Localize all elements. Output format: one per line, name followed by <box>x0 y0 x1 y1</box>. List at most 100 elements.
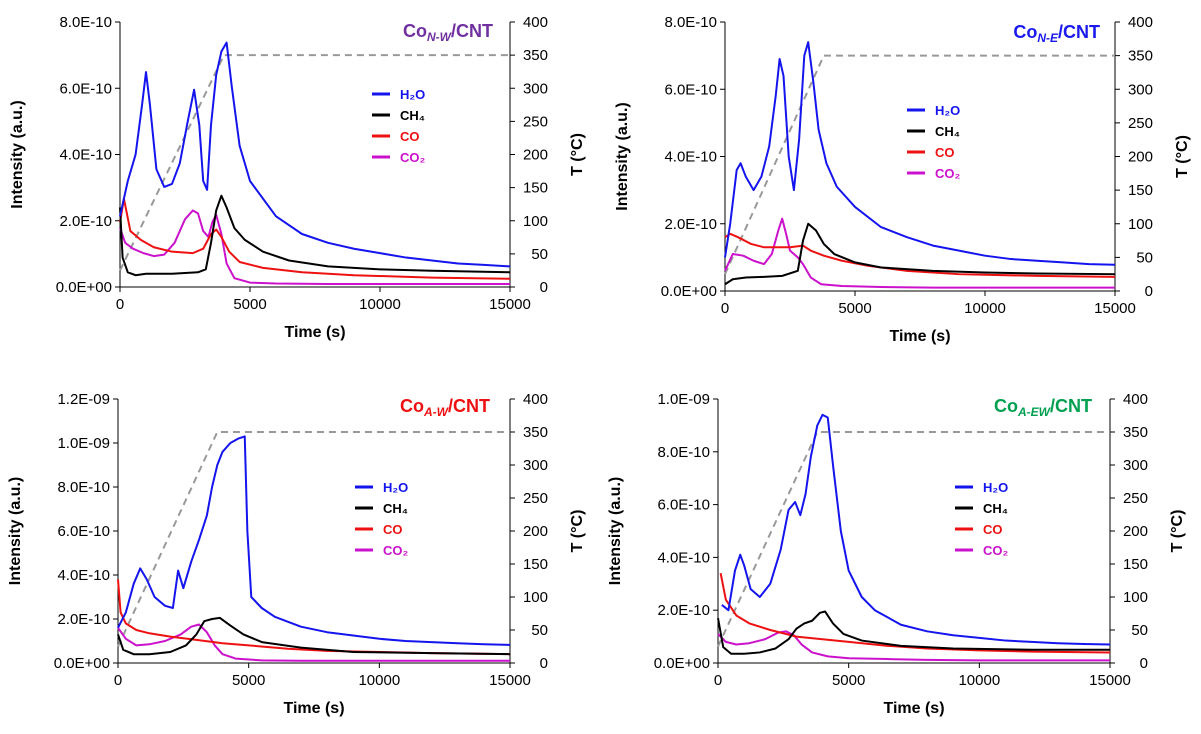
y-tick-label: 4.0E-10 <box>57 567 110 584</box>
legend-label-co2: CO₂ <box>383 543 409 558</box>
legend-label-ch4: CH₄ <box>983 501 1008 516</box>
y-tick-label: 2.0E-10 <box>57 611 110 628</box>
x-tick-label: 0 <box>114 672 122 689</box>
x-tick-label: 5000 <box>832 672 865 689</box>
y2-tick-label: 50 <box>531 622 548 639</box>
y-tick-label: 4.0E-10 <box>664 149 717 166</box>
y-tick-label: 2.0E-10 <box>657 602 710 619</box>
series-line-ch4 <box>119 194 511 277</box>
y-tick-label: 2.0E-10 <box>664 216 717 233</box>
y2-tick-label: 350 <box>1128 48 1153 65</box>
y2-tick-label: 100 <box>1128 216 1153 233</box>
y2-tick-label: 50 <box>1136 249 1153 266</box>
legend-label-co: CO <box>400 129 420 144</box>
y2-tick-label: 400 <box>523 391 548 408</box>
legend-label-co: CO <box>383 522 403 537</box>
y-tick-label: 1.2E-09 <box>57 391 110 408</box>
y2-tick-label: 350 <box>1123 424 1148 441</box>
legend-label-co: CO <box>983 522 1003 537</box>
panel-3: 0 5000 10000 15000 0.0E+00 2.0E-10 4.0E-10 6.0E… <box>7 391 586 717</box>
series-line-co2 <box>724 217 1115 289</box>
legend: H₂O CH₄ CO CO₂ <box>955 480 1009 558</box>
y-tick-label: 8.0E-10 <box>657 444 710 461</box>
legend-label-co2: CO₂ <box>935 166 961 181</box>
y-tick-label: 6.0E-10 <box>59 80 112 97</box>
title-subscript: N-W <box>427 30 453 44</box>
panel-1: 0 5000 10000 15000 0.0E+00 2.0E-10 4.0E-10 6.0E… <box>9 14 586 341</box>
y2-tick-label: 0 <box>540 279 548 296</box>
series-line-h2o <box>724 41 1116 266</box>
y-tick-label: 0.0E+00 <box>54 655 110 672</box>
y2-tick-label: 250 <box>523 490 548 507</box>
legend-label-h2o: H₂O <box>383 480 408 495</box>
y2-tick-label: 200 <box>1128 149 1153 166</box>
legend-label-h2o: H₂O <box>935 103 960 118</box>
y-axis-label: Intensity (a.u.) <box>9 100 26 208</box>
legend-label-h2o: H₂O <box>983 480 1008 495</box>
x-tick-label: 5000 <box>233 296 266 313</box>
x-tick-label: 5000 <box>232 672 265 689</box>
series-line-co <box>724 232 1116 278</box>
y2-tick-label: 100 <box>523 589 548 606</box>
series-line-co2 <box>119 209 510 286</box>
y2-tick-label: 0 <box>1145 283 1153 300</box>
x-tick-label: 15000 <box>489 672 531 689</box>
x-tick-label: 5000 <box>838 300 871 317</box>
series-line-h2o <box>721 413 1111 646</box>
y2-tick-label: 0 <box>1140 655 1148 672</box>
y2-tick-label: 400 <box>1128 14 1153 31</box>
title-suffix: /CNT <box>451 21 493 41</box>
title-prefix: Co <box>400 396 424 416</box>
panel-title: CoA-EW/CNT <box>994 396 1092 419</box>
y2-tick-label: 350 <box>523 47 548 64</box>
x-tick-label: 0 <box>714 672 722 689</box>
x-tick-label: 0 <box>116 296 124 313</box>
y2-tick-label: 200 <box>523 147 548 164</box>
y-tick-label: 4.0E-10 <box>657 549 710 566</box>
y2-tick-label: 250 <box>1123 490 1148 507</box>
title-subscript: A-EW <box>1017 405 1052 419</box>
x-tick-label: 10000 <box>958 672 1000 689</box>
x-axis-label: Time (s) <box>283 700 344 717</box>
legend-label-ch4: CH₄ <box>935 124 960 139</box>
y-tick-label: 0.0E+00 <box>56 279 112 296</box>
series-line-ch4 <box>717 610 1110 655</box>
y-tick-label: 2.0E-10 <box>59 213 112 230</box>
legend: H₂O CH₄ CO CO₂ <box>372 87 426 165</box>
y-tick-label: 6.0E-10 <box>664 81 717 98</box>
y-axis-label: Intensity (a.u.) <box>607 477 624 585</box>
y-tick-label: 8.0E-10 <box>664 14 717 31</box>
series-line-h2o <box>119 41 511 268</box>
y-tick-label: 0.0E+00 <box>654 655 710 672</box>
y-tick-label: 1.0E-09 <box>57 435 110 452</box>
title-suffix: /CNT <box>448 396 490 416</box>
temperature-line <box>724 54 1115 275</box>
y-tick-label: 8.0E-10 <box>59 14 112 31</box>
y2-tick-label: 150 <box>1123 556 1148 573</box>
y-tick-label: 8.0E-10 <box>57 479 110 496</box>
series-line-h2o <box>117 435 511 646</box>
title-prefix: Co <box>994 396 1018 416</box>
x-tick-label: 10000 <box>358 672 400 689</box>
legend-label-h2o: H₂O <box>400 87 425 102</box>
y-tick-label: 0.0E+00 <box>661 283 717 300</box>
y2-tick-label: 350 <box>523 424 548 441</box>
y2-tick-label: 300 <box>523 457 548 474</box>
y-tick-label: 6.0E-10 <box>657 497 710 514</box>
y2-tick-label: 50 <box>1131 622 1148 639</box>
y2-tick-label: 150 <box>523 556 548 573</box>
x-tick-label: 15000 <box>489 296 531 313</box>
y2-tick-label: 400 <box>1123 391 1148 408</box>
y2-tick-label: 100 <box>1123 589 1148 606</box>
legend-label-ch4: CH₄ <box>383 501 408 516</box>
y2-tick-label: 200 <box>1123 523 1148 540</box>
legend-label-co2: CO₂ <box>400 150 426 165</box>
y2-tick-label: 300 <box>1123 457 1148 474</box>
title-subscript: A-W <box>423 405 450 419</box>
y2-tick-label: 300 <box>523 80 548 97</box>
legend-label-co2: CO₂ <box>983 543 1009 558</box>
x-axis-label: Time (s) <box>883 700 944 717</box>
title-prefix: Co <box>403 21 427 41</box>
